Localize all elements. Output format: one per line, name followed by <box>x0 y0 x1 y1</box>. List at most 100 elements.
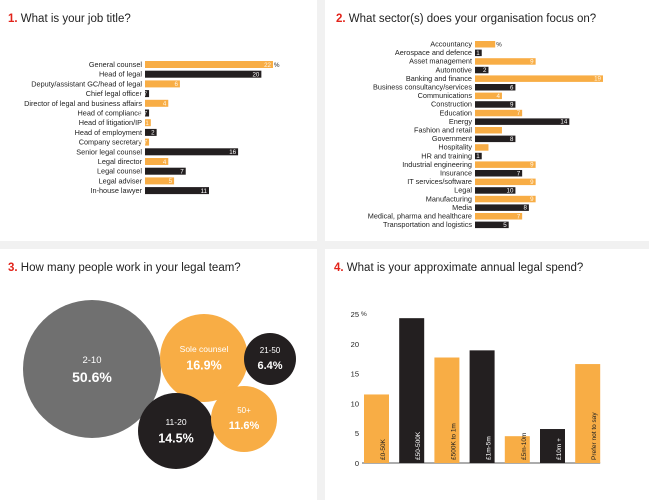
q2-title: 2. What sector(s) does your organisation… <box>336 13 596 25</box>
bar <box>475 66 489 74</box>
category-label: £50-500K <box>415 431 422 460</box>
value-label: 4 <box>163 159 167 166</box>
value-label: 9 <box>530 196 534 203</box>
value-label: 19 <box>594 76 601 83</box>
category-label: £1m-5m <box>486 436 493 460</box>
q1-number: 1. <box>8 13 18 25</box>
bar <box>475 204 529 211</box>
q2-number: 2. <box>336 13 346 25</box>
bar <box>475 178 536 186</box>
value-label: 22 <box>264 62 271 69</box>
q3-title: 3. How many people work in your legal te… <box>8 262 241 274</box>
category-label: HR and training <box>421 151 472 160</box>
bubble-label: 11-20 <box>165 417 186 427</box>
bubble-value: 14.5% <box>158 432 193 446</box>
bar <box>145 61 273 68</box>
bar <box>145 109 150 117</box>
bar <box>475 109 523 117</box>
bubble-label: Sole counsel <box>180 344 229 354</box>
bar <box>475 92 502 100</box>
category-label: Automotive <box>435 65 472 74</box>
bar <box>475 49 482 57</box>
value-label: 0.7 <box>138 139 147 146</box>
category-label: £10m + <box>556 438 563 460</box>
category-label: Legal <box>454 186 472 195</box>
bubble-value: 50.6% <box>72 369 112 385</box>
bubble <box>138 393 214 469</box>
category-label: Media <box>452 203 473 212</box>
bubble <box>160 314 248 402</box>
bar <box>475 118 570 125</box>
bar <box>475 221 509 229</box>
category-label: Head of employment <box>75 128 142 137</box>
q4-number: 4. <box>334 262 344 274</box>
category-label: Head of litigation/IP <box>79 118 142 127</box>
value-label: 8 <box>523 205 527 212</box>
q2-question: What sector(s) does your organisation fo… <box>348 13 597 25</box>
category-label: Legal adviser <box>99 176 143 185</box>
bar <box>475 41 496 48</box>
bar <box>475 75 603 82</box>
bubble-label: 50+ <box>237 406 251 415</box>
value-label: 9 <box>510 102 514 109</box>
bar <box>145 90 150 98</box>
bar <box>475 84 516 91</box>
category-label: Deputy/assistant GC/head of legal <box>31 79 142 88</box>
value-label: 14 <box>560 119 567 126</box>
panel-q1 <box>0 0 317 241</box>
bar <box>469 350 495 463</box>
unit-label: % <box>361 311 367 318</box>
bar <box>145 187 209 195</box>
bar <box>475 144 489 151</box>
value-label: 5 <box>169 178 173 185</box>
bar <box>145 158 169 165</box>
value-label: 1 <box>476 153 480 160</box>
bar <box>145 138 150 146</box>
bar <box>475 101 516 108</box>
unit-label: % <box>496 41 502 48</box>
team-size-chart: 2-10 50.6% Sole counsel 16.9% 21-50 6.4% 11-20… <box>23 300 296 469</box>
bubble <box>23 300 161 438</box>
value-label: 7 <box>517 110 521 117</box>
bar <box>475 187 516 194</box>
y-tick-label: 20 <box>351 340 359 349</box>
value-label: 11 <box>201 188 208 195</box>
job-title-chart: General counsel 22 % Head of legal 20 Deputy/… <box>24 60 280 195</box>
bar <box>434 357 460 463</box>
value-label: 7 <box>180 169 184 176</box>
value-label: 10 <box>507 188 514 195</box>
bar <box>364 394 389 463</box>
category-label: Hospitality <box>438 143 472 152</box>
bubble-label: 21-50 <box>260 346 281 355</box>
legal-spend-chart: 0 5 10 15 20 25 % £0-50K £50-500K £500K to 1m £1m-… <box>351 310 601 468</box>
value-label: 2 <box>483 67 487 74</box>
category-label: Medical, pharma and healthcare <box>368 212 472 221</box>
bubble-label: 2-10 <box>82 355 101 366</box>
value-label: 9 <box>530 59 534 66</box>
category-label: Banking and finance <box>406 74 472 83</box>
y-tick-label: 25 <box>351 310 359 319</box>
category-label: Head of compliance <box>78 109 143 118</box>
bar <box>504 436 530 463</box>
value-label: 5 <box>503 222 507 229</box>
value-label: 7 <box>517 170 521 177</box>
category-label: Asset management <box>409 57 472 66</box>
category-label: Business consultancy/services <box>373 83 472 92</box>
bar <box>399 318 425 463</box>
category-label: Legal counsel <box>97 167 142 176</box>
bubble-value: 16.9% <box>186 359 221 373</box>
value-label: 0.7 <box>138 110 147 117</box>
category-label: Head of legal <box>99 70 142 79</box>
bar <box>475 58 536 65</box>
value-label: 0.7 <box>138 91 147 98</box>
category-label: Director of legal and business affairs <box>24 99 142 108</box>
value-label: 4 <box>496 93 500 100</box>
category-label: Chief legal officer <box>86 89 143 98</box>
y-tick-label: 10 <box>351 399 359 408</box>
bubble-value: 11.6% <box>229 420 260 432</box>
bar <box>475 213 523 220</box>
category-label: Transportation and logistics <box>383 220 472 229</box>
category-label: Fashion and retail <box>414 126 472 135</box>
value-label: 9 <box>530 179 534 186</box>
value-label: 4 <box>163 101 167 108</box>
